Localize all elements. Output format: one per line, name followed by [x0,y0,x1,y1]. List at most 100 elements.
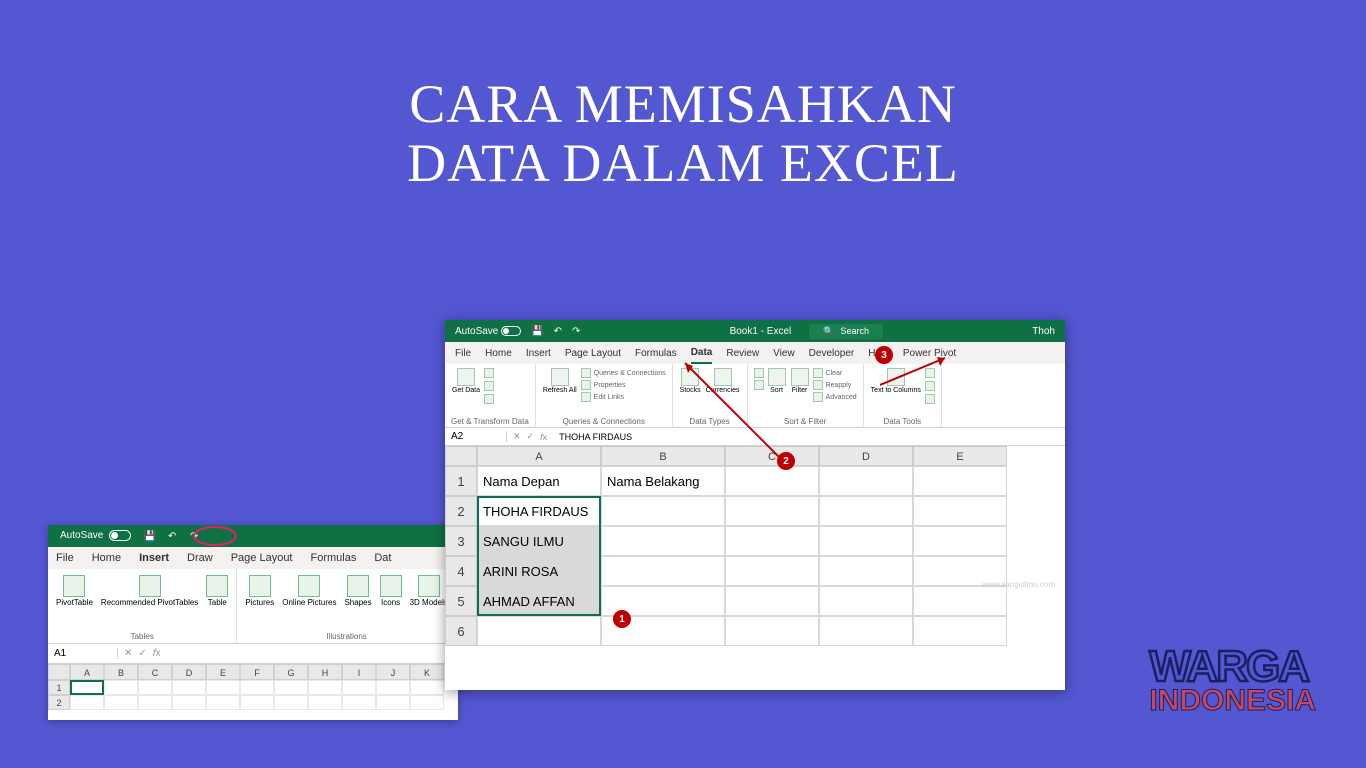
cell[interactable] [376,695,410,710]
from-text-button[interactable] [484,367,494,379]
col-header[interactable]: D [819,446,913,466]
cell[interactable] [308,680,342,695]
flash-fill-button[interactable] [925,367,935,379]
pivottable-button[interactable]: PivotTable [54,573,95,610]
icons-button[interactable]: Icons [378,573,404,610]
get-data-button[interactable]: Get Data [451,367,481,396]
cell[interactable] [274,695,308,710]
cell[interactable] [601,526,725,556]
cell[interactable] [819,586,913,616]
sort-az-button[interactable] [754,367,764,379]
cell[interactable] [240,680,274,695]
col-header[interactable]: D [172,664,206,680]
cell[interactable] [172,680,206,695]
tab-insert[interactable]: Insert [139,552,169,564]
currencies-button[interactable]: Currencies [705,367,741,396]
row-header[interactable]: 3 [445,526,477,556]
cell[interactable] [104,695,138,710]
autosave-toggle[interactable] [501,326,521,336]
cell[interactable] [172,695,206,710]
tab-review[interactable]: Review [726,344,759,363]
save-icon[interactable]: 💾 [143,529,157,543]
cell[interactable] [274,680,308,695]
stocks-button[interactable]: Stocks [679,367,702,396]
clear-button[interactable]: Clear [813,367,857,379]
enter-icon[interactable]: ✓ [138,648,146,659]
sort-button[interactable]: Sort [767,367,787,396]
tab-view[interactable]: View [773,344,795,363]
cell[interactable] [342,695,376,710]
cell[interactable] [913,616,1007,646]
pictures-button[interactable]: Pictures [243,573,276,610]
col-header[interactable]: J [376,664,410,680]
cell[interactable] [913,586,1007,616]
cell[interactable] [206,680,240,695]
spreadsheet-grid[interactable]: A B C D E 1 Nama Depan Nama Belakang 2 T… [445,446,1065,646]
col-header[interactable]: H [308,664,342,680]
filter-button[interactable]: Filter [790,367,810,396]
cell[interactable] [819,616,913,646]
cell[interactable] [725,526,819,556]
cancel-icon[interactable]: ✕ [124,648,132,659]
cell[interactable] [138,695,172,710]
tab-page-layout[interactable]: Page Layout [565,344,621,363]
user-name[interactable]: Thoh [1032,326,1055,337]
formula-value[interactable]: THOHA FIRDAUS [553,432,632,442]
col-header[interactable]: E [206,664,240,680]
col-header[interactable]: A [477,446,601,466]
tab-file[interactable]: File [455,344,471,363]
col-header[interactable]: B [601,446,725,466]
cell[interactable] [410,695,444,710]
redo-icon[interactable]: ↷ [187,529,201,543]
col-header[interactable]: A [70,664,104,680]
reapply-button[interactable]: Reapply [813,379,857,391]
tab-file[interactable]: File [56,552,74,564]
edit-links-button[interactable]: Edit Links [581,391,666,403]
cell[interactable] [601,496,725,526]
redo-icon[interactable]: ↷ [572,326,580,337]
col-header[interactable]: G [274,664,308,680]
name-box[interactable]: A2 [445,431,507,442]
tab-home[interactable]: Home [485,344,512,363]
refresh-all-button[interactable]: Refresh All [542,367,578,396]
row-header[interactable]: 4 [445,556,477,586]
name-box[interactable]: A1 [48,648,118,659]
col-header[interactable]: C [138,664,172,680]
cell[interactable] [104,680,138,695]
tab-insert[interactable]: Insert [526,344,551,363]
tab-developer[interactable]: Developer [809,344,855,363]
cell[interactable] [913,496,1007,526]
search-box[interactable]: 🔍Search [809,324,883,339]
col-header[interactable]: E [913,446,1007,466]
cell[interactable] [819,496,913,526]
row-header[interactable]: 2 [48,695,70,710]
cell[interactable] [913,466,1007,496]
tab-draw[interactable]: Draw [187,552,213,564]
tab-home[interactable]: Home [92,552,121,564]
cell[interactable] [70,680,104,695]
tab-data[interactable]: Data [691,343,713,364]
tab-formulas[interactable]: Formulas [635,344,677,363]
cell[interactable] [725,616,819,646]
row-header[interactable]: 1 [445,466,477,496]
cell[interactable]: SANGU ILMU [477,526,601,556]
data-validation-button[interactable] [925,393,935,405]
text-to-columns-button[interactable]: Text to Columns [870,367,922,396]
cell[interactable]: ARINI ROSA [477,556,601,586]
cell[interactable] [376,680,410,695]
cell[interactable] [819,466,913,496]
row-header[interactable]: 6 [445,616,477,646]
spreadsheet-grid[interactable]: A B C D E F G H I J K 1 2 [48,664,458,710]
cell[interactable]: Nama Depan [477,466,601,496]
fx-icon[interactable]: fx [153,648,161,659]
cell[interactable] [819,556,913,586]
cell[interactable] [725,496,819,526]
row-header[interactable]: 5 [445,586,477,616]
fx-icon[interactable]: fx [540,432,547,442]
cell[interactable] [206,695,240,710]
save-icon[interactable]: 💾 [531,326,543,337]
cell[interactable] [308,695,342,710]
row-header[interactable]: 2 [445,496,477,526]
cell[interactable] [725,466,819,496]
cell[interactable] [410,680,444,695]
